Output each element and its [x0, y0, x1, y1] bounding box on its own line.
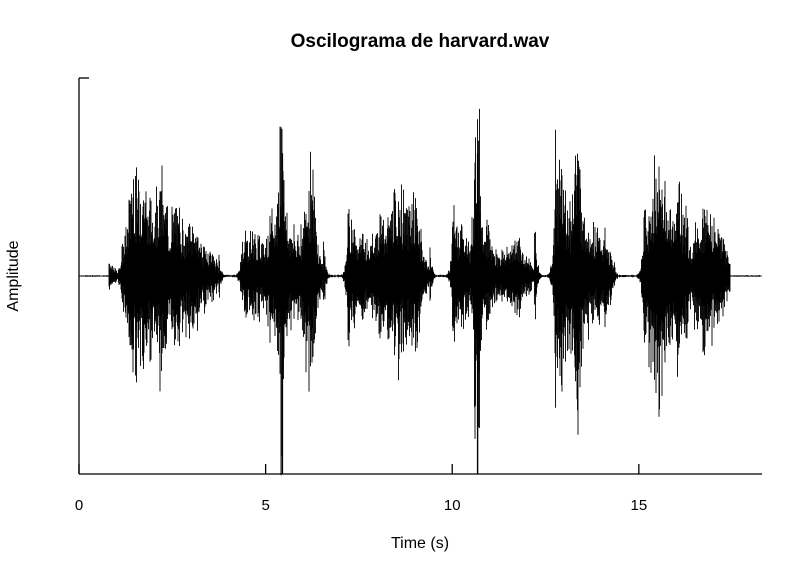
x-tick-label: 10 — [444, 497, 461, 514]
x-tick-label: 5 — [261, 497, 269, 514]
y-axis-label: Amplitude — [5, 240, 22, 311]
x-tick-label: 15 — [630, 497, 647, 514]
waveform-series — [79, 108, 761, 476]
x-axis-label: Time (s) — [391, 535, 449, 552]
x-tick-label: 0 — [75, 497, 83, 514]
chart-title: Oscilograma de harvard.wav — [291, 31, 550, 52]
x-axis-ticks: 0 5 10 15 — [75, 464, 647, 514]
waveform-trace — [79, 108, 761, 476]
plot-area: 0 5 10 15 — [75, 77, 762, 514]
